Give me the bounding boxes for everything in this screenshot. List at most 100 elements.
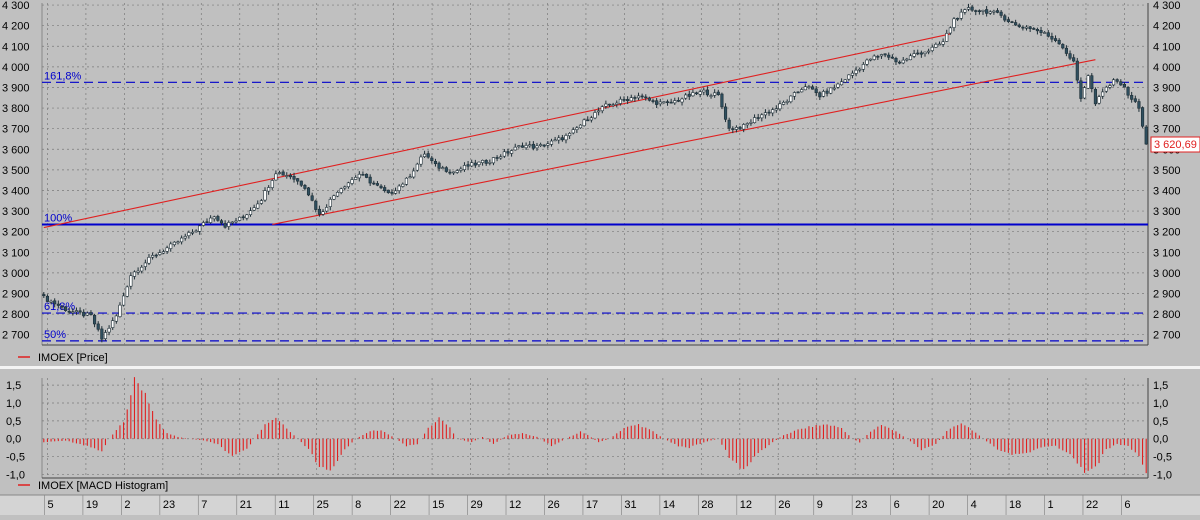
- fib-level-label: 161,8%: [44, 70, 82, 82]
- price-y-tick-label-left: 3 300: [2, 206, 30, 218]
- candle-body: [317, 208, 321, 215]
- candle: [582, 118, 586, 127]
- histogram-y-tick-label-left: 1,0: [6, 398, 21, 410]
- candle-body: [767, 111, 771, 114]
- candle-body: [800, 89, 804, 93]
- candle: [633, 95, 637, 102]
- candle-body: [285, 175, 289, 177]
- candle: [930, 44, 934, 53]
- candle: [916, 49, 920, 56]
- candle-body: [412, 170, 416, 178]
- candle-body: [1046, 32, 1050, 37]
- candle-body: [658, 101, 662, 105]
- candle: [502, 148, 506, 158]
- candle: [742, 123, 746, 133]
- candle: [401, 182, 405, 188]
- price-y-tick-label-left: 3 400: [2, 185, 30, 197]
- candle: [444, 166, 448, 173]
- candle: [67, 307, 71, 315]
- histogram-y-tick-label-left: -0,5: [6, 452, 25, 464]
- candle: [658, 98, 662, 107]
- candle: [575, 126, 579, 133]
- candle: [114, 314, 118, 324]
- candle-body: [1101, 91, 1105, 97]
- candle-body: [651, 100, 655, 102]
- candle-body: [814, 88, 818, 94]
- price-y-tick-label-left: 3 100: [2, 247, 30, 259]
- candle: [256, 200, 260, 210]
- candle: [129, 272, 133, 290]
- candle-body: [1072, 57, 1076, 62]
- candle-body: [676, 100, 680, 102]
- candle: [314, 199, 318, 213]
- candle-body: [713, 92, 717, 96]
- price-y-tick-label-right: 3 200: [1153, 227, 1181, 239]
- price-y-tick-label-left: 4 000: [2, 62, 30, 74]
- candle-body: [669, 101, 673, 104]
- candle-body: [861, 64, 865, 70]
- price-y-tick-label-right: 2 700: [1153, 330, 1181, 342]
- price-y-tick-label-left: 2 700: [2, 330, 30, 342]
- candle: [945, 29, 949, 42]
- candle: [364, 173, 369, 179]
- histogram-y-tick-label-right: 0,5: [1153, 416, 1168, 428]
- candle: [132, 270, 137, 280]
- candle: [303, 183, 307, 191]
- candle-body: [219, 220, 224, 224]
- candle: [560, 134, 564, 142]
- candle: [898, 60, 902, 65]
- candle: [615, 100, 619, 108]
- candle: [517, 145, 521, 149]
- candle: [738, 125, 742, 131]
- candle: [470, 159, 474, 168]
- candle: [1028, 25, 1032, 33]
- candle-body: [546, 143, 550, 146]
- x-tick-label: 14: [663, 499, 675, 511]
- candle-body: [789, 95, 793, 103]
- candle-body: [238, 216, 242, 221]
- candle: [60, 305, 64, 311]
- candle-body: [335, 192, 340, 197]
- candle-body: [977, 10, 981, 12]
- candle: [546, 141, 550, 149]
- candle: [513, 143, 517, 151]
- candle-body: [1119, 81, 1123, 86]
- x-tick-label: 6: [1124, 499, 1130, 511]
- candle-body: [346, 182, 350, 188]
- candle: [462, 162, 467, 172]
- histogram-y-tick-label-left: 1,5: [6, 380, 21, 392]
- candle-body: [847, 74, 851, 80]
- candle: [45, 294, 50, 303]
- candle: [803, 83, 807, 91]
- candle-body: [829, 87, 833, 94]
- candle: [183, 233, 187, 241]
- candle-body: [1006, 19, 1010, 22]
- candle: [796, 91, 800, 94]
- x-tick-label: 8: [355, 499, 361, 511]
- candle-body: [60, 305, 64, 308]
- price-y-tick-label-left: 3 700: [2, 124, 30, 136]
- candle: [604, 100, 608, 109]
- candle-body: [194, 230, 198, 233]
- candle: [832, 84, 836, 91]
- candle: [234, 217, 238, 224]
- candle: [676, 97, 680, 103]
- candle: [992, 9, 996, 15]
- candle-body: [1122, 83, 1126, 88]
- candle-body: [111, 320, 115, 328]
- candle-body: [934, 43, 938, 48]
- candle-body: [539, 144, 543, 146]
- candle: [223, 220, 227, 229]
- candle: [1119, 79, 1123, 86]
- candle-body: [477, 161, 481, 165]
- candle: [477, 161, 481, 168]
- candle: [731, 126, 735, 134]
- candle: [564, 133, 568, 144]
- candle-body: [894, 57, 898, 63]
- candle: [368, 174, 372, 186]
- candle-body: [647, 97, 651, 101]
- candle: [277, 170, 282, 175]
- x-tick-label: 11: [278, 499, 289, 511]
